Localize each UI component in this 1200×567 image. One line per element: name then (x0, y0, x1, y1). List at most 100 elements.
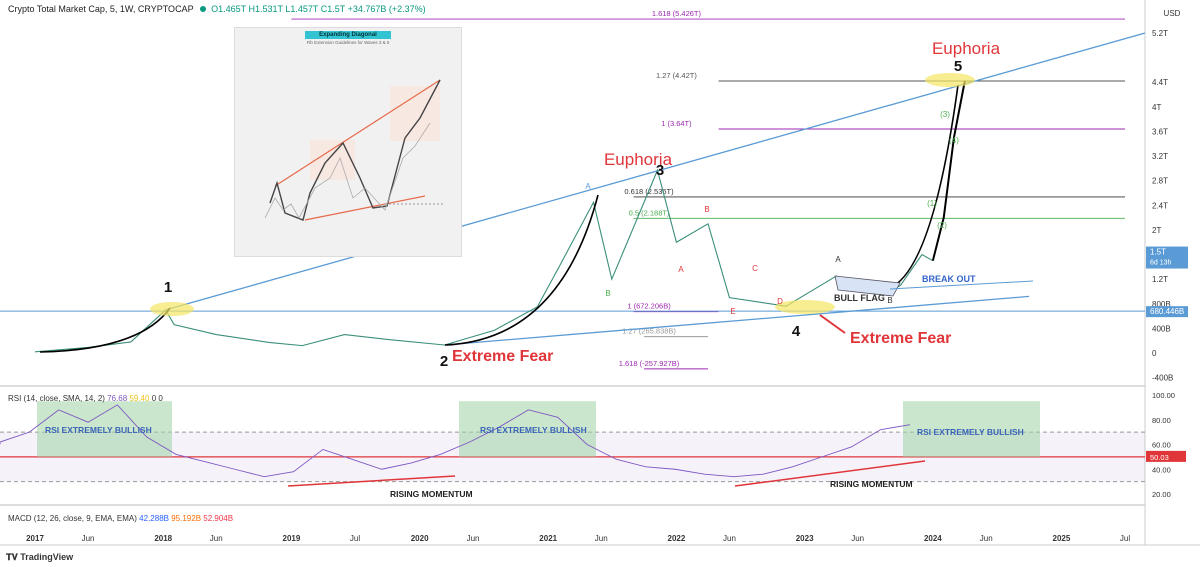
x-tick-label: 2021 (539, 534, 557, 543)
inset-title: Expanding Diagonal (305, 31, 391, 39)
wave-1-curve (39, 307, 171, 353)
sub-wave-label: (2) (937, 221, 947, 230)
wave-1-highlight (150, 302, 194, 316)
rsi-header: RSI (14, close, SMA, 14, 2) 76.68 59.40 … (8, 394, 163, 403)
x-tick-label: Jun (467, 534, 480, 543)
wave-number-label: 3 (656, 162, 664, 179)
projection-path (931, 80, 966, 261)
annotation-label: Euphoria (932, 39, 1001, 58)
sub-wave-label: E (730, 307, 735, 316)
ohlc-open: O1.465T (211, 4, 246, 14)
brand-label: TradingView (20, 552, 74, 562)
x-tick-label: 2020 (411, 534, 429, 543)
sub-wave-label: A (678, 265, 684, 274)
sub-wave-label: C (752, 264, 758, 273)
sub-wave-label: A (835, 255, 841, 264)
ohlc-close: C1.5T (320, 4, 346, 14)
wave-number-label: 5 (954, 58, 962, 75)
rsi-title[interactable]: RSI (14, close, SMA, 14, 2) (8, 394, 105, 403)
x-tick-label: Jul (1120, 534, 1130, 543)
rsi-extra-1: 0 (151, 394, 157, 403)
rsi-line (0, 404, 911, 478)
annotation-label: BREAK OUT (922, 274, 976, 284)
rsi-annotation: RISING MOMENTUM (390, 489, 473, 499)
ohlc-high: H1.531T (248, 4, 283, 14)
x-tick-label: 2023 (796, 534, 814, 543)
wave-number-label: 1 (164, 279, 172, 296)
fib-level-label: 1.27 (4.42T) (656, 71, 697, 80)
tradingview-logo[interactable]: 𝐓𝐕 TradingView (6, 552, 73, 563)
y-tick-label: 4T (1152, 103, 1161, 112)
price-tag-current-sub: 6d 13h (1150, 260, 1172, 267)
rising-momentum-line (287, 475, 456, 487)
y-tick-label: 2.4T (1152, 201, 1168, 210)
ohlc-low: L1.457T (285, 4, 319, 14)
rsi-annotation: RSI EXTREMELY BULLISH (917, 427, 1024, 437)
wave-4-highlight (775, 300, 835, 314)
macd-title[interactable]: MACD (12, 26, close, 9, EMA, EMA) (8, 514, 137, 523)
annotation-label: Euphoria (604, 150, 673, 169)
macd-value-2: 95.192B (171, 514, 202, 523)
x-tick-label: Jun (595, 534, 608, 543)
fib-level-label: 1.27 (265.838B) (622, 327, 676, 336)
lower-trend-line (444, 295, 1030, 346)
rsi-tag-bg (1146, 450, 1186, 462)
ohlc-change: +34.767B (+2.37%) (347, 4, 426, 14)
y-tick-label: 400B (1152, 324, 1171, 333)
inset-subtitle: Fib Extension Guidelines for Waves 3 & 5 (306, 40, 390, 45)
x-tick-label: 2025 (1053, 534, 1071, 543)
symbol-title[interactable]: Crypto Total Market Cap, 5, 1W, CRYPTOCA… (8, 4, 194, 14)
x-tick-label: Jun (851, 534, 864, 543)
status-dot (199, 6, 206, 12)
macd-header: MACD (12, 26, close, 9, EMA, EMA) 42.288… (8, 514, 233, 523)
fib-level-label: 0.5 (2.188T) (629, 208, 670, 217)
upper-trend-line (165, 32, 1146, 311)
rsi-annotation: RSI EXTREMELY BULLISH (480, 425, 587, 435)
rsi-tag: 50.03 (1150, 453, 1169, 462)
x-tick-label: Jun (82, 534, 95, 543)
annotation-label: BULL FLAG (834, 293, 885, 303)
y-tick-label: 800B (1152, 300, 1171, 309)
inset-diagram (264, 79, 445, 221)
x-tick-label: 2019 (283, 534, 301, 543)
breakout-line (889, 280, 1034, 290)
rising-momentum-line (734, 460, 926, 487)
x-tick-label: Jun (723, 534, 736, 543)
y-tick-label: -400B (1152, 374, 1173, 383)
expanding-diagonal-inset: Expanding Diagonal Fib Extension Guideli… (234, 27, 462, 257)
y-tick-label: 1.2T (1152, 275, 1168, 284)
wave-3-curve (444, 194, 599, 346)
rsi-tick-label: 40.00 (1152, 465, 1171, 474)
price-tag-support-bg (1146, 306, 1188, 318)
annotation-label: Extreme Fear (850, 330, 951, 347)
sub-wave-label: (4) (949, 136, 959, 145)
rsi-ma-value: 59.40 (129, 394, 150, 403)
sub-wave-label: B (887, 296, 892, 305)
x-tick-label: Jul (350, 534, 360, 543)
y-tick-label: 3.6T (1152, 127, 1168, 136)
sub-wave-label: B (704, 205, 709, 214)
x-tick-label: Jun (210, 534, 223, 543)
fib-level-label: 0.618 (2.536T) (624, 187, 674, 196)
rsi-value: 76.68 (107, 394, 128, 403)
y-tick-label: 3.2T (1152, 152, 1168, 161)
logo-icon: 𝐓𝐕 (6, 552, 21, 562)
sub-wave-label: A (585, 182, 591, 191)
price-tag-support: 680.446B (1150, 307, 1184, 316)
wave-number-label: 2 (440, 353, 448, 370)
fib-level-label: 1 (3.64T) (661, 119, 692, 128)
y-tick-label: 2.8T (1152, 177, 1168, 186)
sub-wave-label: D (777, 297, 783, 306)
x-tick-label: 2017 (26, 534, 44, 543)
macd-value-1: 42.288B (139, 514, 169, 523)
rsi-tick-label: 60.00 (1152, 441, 1171, 450)
rsi-annotation: RSI EXTREMELY BULLISH (45, 425, 152, 435)
wave-number-label: 4 (792, 323, 801, 340)
x-tick-label: 2022 (668, 534, 686, 543)
bull-flag-shape (834, 275, 901, 297)
y-axis-unit: USD (1164, 9, 1181, 18)
sub-wave-label: (3) (940, 110, 950, 119)
y-tick-label: 2T (1152, 226, 1161, 235)
fib-level-label: 1.618 (5.426T) (652, 9, 702, 18)
